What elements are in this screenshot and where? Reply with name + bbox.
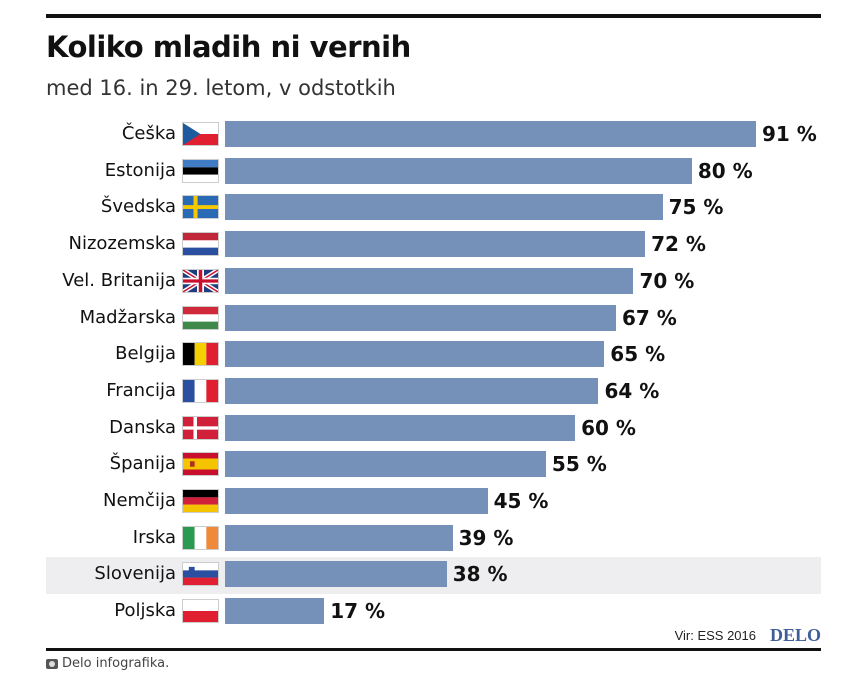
category-label: Češka [121,123,176,144]
chart-subtitle: med 16. in 29. letom, v odstotkih [46,76,396,100]
value-label: 38 % [452,562,508,587]
bar-row-nl: Nizozemska 72 % [0,231,861,258]
bar-row-de: Nemčija 45 % [0,488,861,514]
bar [225,451,546,478]
category-label: Nizozemska [68,233,177,255]
bar [225,414,576,441]
bar-row-dk: Danska 60 % [0,414,861,441]
value-label: 64 % [604,378,660,403]
bar [225,488,488,514]
value-label: 91 % [762,122,817,146]
category-label: Švedska [100,196,176,218]
bar [225,267,634,294]
bar-row-ee: Estonija 80 % [0,157,861,184]
bar-row-se: Švedska 75 % [0,194,861,221]
value-label: 80 % [697,158,753,183]
bar-row-pl: Poljska 17 % [0,598,861,625]
bar-row-es: Španija 55 % [0,451,861,478]
flag-ie-icon [182,525,219,550]
category-label: Nemčija [102,490,176,511]
category-label: Danska [109,416,176,438]
flag-be-icon [182,342,219,367]
flag-gb-icon [182,268,219,293]
bottom-rule [46,648,821,651]
flag-si-icon [182,562,219,587]
category-label: Poljska [114,600,176,622]
flag-nl-icon [182,232,219,257]
flag-pl-icon [182,599,219,624]
bar [225,304,616,331]
value-label: 67 % [621,305,677,330]
chart-title: Koliko mladih ni vernih [46,30,411,64]
bar-row-si: Slovenija 38 % [0,561,861,588]
flag-fr-icon [182,378,219,403]
source-note: Vir: ESS 2016 [674,628,756,643]
flag-ee-icon [182,158,219,183]
value-label: 70 % [639,268,695,293]
value-label: 60 % [581,415,636,440]
value-label: 65 % [610,342,666,367]
category-label: Španija [109,453,176,475]
bar [225,231,646,258]
bar-row-fr: Francija 64 % [0,377,861,404]
flag-cz-icon [182,122,219,146]
flag-de-icon [182,489,219,513]
flag-se-icon [182,195,219,220]
bar [225,121,756,147]
flag-es-icon [182,452,219,477]
value-label: 55 % [551,452,607,477]
value-label: 39 % [458,525,514,550]
top-rule [46,14,821,18]
value-label: 72 % [651,232,706,257]
flag-dk-icon [182,415,219,440]
delo-logo: DELO [770,625,822,645]
value-label: 75 % [668,195,724,220]
credit: Delo infografika. [46,656,169,671]
bar-row-cz: Češka 91 % [0,121,861,147]
camera-icon [46,658,58,669]
bar-row-be: Belgija 65 % [0,341,861,368]
bar [225,598,325,625]
category-label: Slovenija [94,563,176,585]
bar-row-ie: Irska 39 % [0,524,861,551]
bar-row-gb: Vel. Britanija 70 % [0,267,861,294]
credit-text: Delo infografika. [62,656,170,671]
bar [225,561,447,588]
bar [225,194,663,221]
category-label: Francija [106,379,176,401]
bar [225,341,605,368]
category-label: Irska [132,526,176,548]
category-label: Belgija [115,343,176,365]
flag-hu-icon [182,305,219,330]
category-label: Estonija [104,159,176,181]
bar [225,377,599,404]
category-label: Vel. Britanija [62,269,176,291]
bar [225,157,692,184]
category-label: Madžarska [79,306,176,328]
value-label: 17 % [330,599,386,624]
bar-row-hu: Madžarska 67 % [0,304,861,331]
value-label: 45 % [493,489,549,513]
bar [225,524,453,551]
